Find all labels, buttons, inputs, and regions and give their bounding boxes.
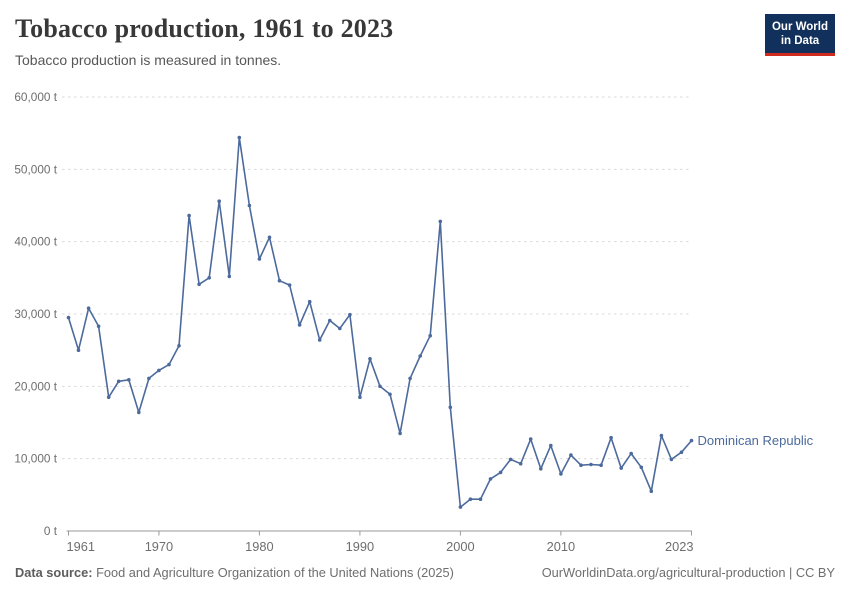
data-point[interactable] xyxy=(106,395,111,400)
data-point[interactable] xyxy=(408,376,412,381)
owid-logo[interactable]: Our World in Data xyxy=(765,14,835,56)
data-point[interactable] xyxy=(116,379,121,384)
data-point[interactable] xyxy=(609,435,613,440)
data-point[interactable] xyxy=(619,466,623,470)
y-axis-tick-label: 10,000 t xyxy=(14,452,57,466)
data-point[interactable] xyxy=(247,203,252,208)
y-axis-tick-label: 60,000 t xyxy=(14,90,57,104)
data-point[interactable] xyxy=(287,283,292,287)
data-point[interactable] xyxy=(197,282,201,287)
data-point[interactable] xyxy=(147,376,151,381)
y-axis-tick-label: 0 t xyxy=(44,524,58,538)
data-point[interactable] xyxy=(438,219,443,224)
data-point[interactable] xyxy=(237,135,242,140)
data-point[interactable] xyxy=(649,489,654,494)
page-subtitle: Tobacco production is measured in tonnes… xyxy=(15,52,282,68)
data-point[interactable] xyxy=(137,410,141,415)
x-axis-tick-label: 2023 xyxy=(665,539,693,554)
data-point[interactable] xyxy=(378,384,382,389)
x-axis-tick-label: 1980 xyxy=(245,539,273,554)
data-point[interactable] xyxy=(317,338,322,342)
owid-logo-line1: Our World xyxy=(771,21,828,33)
data-point[interactable] xyxy=(358,395,362,400)
data-point[interactable] xyxy=(177,344,181,348)
data-point[interactable] xyxy=(348,312,352,317)
series-markers[interactable] xyxy=(66,135,694,509)
data-point[interactable] xyxy=(629,451,633,456)
data-point[interactable] xyxy=(418,354,423,358)
data-point[interactable] xyxy=(338,326,342,331)
data-point[interactable] xyxy=(76,348,81,353)
x-axis-tick-label: 1990 xyxy=(346,539,374,554)
data-point[interactable] xyxy=(639,465,644,470)
y-axis-tick-label: 30,000 t xyxy=(14,307,57,321)
data-point[interactable] xyxy=(227,274,232,279)
data-point[interactable] xyxy=(368,357,372,361)
data-point[interactable] xyxy=(398,431,402,436)
data-point[interactable] xyxy=(599,463,603,468)
data-point[interactable] xyxy=(518,461,523,466)
data-point[interactable] xyxy=(508,457,513,462)
data-point[interactable] xyxy=(498,470,503,475)
chart-footer: Data source: Food and Agriculture Organi… xyxy=(15,565,835,580)
y-axis-tick-label: 40,000 t xyxy=(14,235,57,249)
data-point[interactable] xyxy=(328,318,332,323)
data-point[interactable] xyxy=(468,497,473,502)
x-axis-tick-label: 1961 xyxy=(67,539,95,554)
data-point[interactable] xyxy=(277,278,282,283)
data-point[interactable] xyxy=(307,299,312,304)
data-source-label: Data source: xyxy=(15,565,93,580)
data-point[interactable] xyxy=(549,443,553,448)
page-title: Tobacco production, 1961 to 2023 xyxy=(15,14,394,43)
data-point[interactable] xyxy=(167,362,171,367)
data-point[interactable] xyxy=(559,472,563,476)
data-point[interactable] xyxy=(679,450,684,455)
data-point[interactable] xyxy=(669,457,674,462)
owid-citation-link[interactable]: OurWorldinData.org/agricultural-producti… xyxy=(541,565,835,580)
data-point[interactable] xyxy=(579,463,583,468)
data-point[interactable] xyxy=(478,497,483,502)
data-point[interactable] xyxy=(187,213,191,218)
data-point[interactable] xyxy=(217,199,221,203)
data-point[interactable] xyxy=(528,437,533,441)
data-point[interactable] xyxy=(207,276,211,280)
series-line-dominican-republic[interactable] xyxy=(67,136,693,508)
data-point[interactable] xyxy=(589,462,593,467)
data-point[interactable] xyxy=(388,392,392,397)
x-axis-tick-label: 1970 xyxy=(145,539,173,554)
data-point[interactable] xyxy=(539,467,543,471)
data-point[interactable] xyxy=(127,378,131,382)
data-point[interactable] xyxy=(297,323,302,327)
data-point[interactable] xyxy=(448,405,453,410)
x-axis-tick-label: 2000 xyxy=(446,539,474,554)
owid-logo-line2: in Data xyxy=(780,35,820,48)
data-point[interactable] xyxy=(488,477,493,481)
data-point[interactable] xyxy=(428,333,433,338)
y-axis-tick-label: 20,000 t xyxy=(14,379,57,393)
data-point[interactable] xyxy=(569,453,573,457)
x-axis-tick-label: 2010 xyxy=(547,539,575,554)
data-point[interactable] xyxy=(257,257,262,261)
series-label[interactable]: Dominican Republic xyxy=(698,433,814,448)
data-point[interactable] xyxy=(86,306,91,311)
data-point[interactable] xyxy=(96,324,101,329)
data-source-note: Data source: Food and Agriculture Organi… xyxy=(15,565,454,580)
data-point[interactable] xyxy=(458,505,463,509)
data-point[interactable] xyxy=(689,438,694,443)
data-point[interactable] xyxy=(66,315,71,320)
y-axis-tick-label: 50,000 t xyxy=(14,162,57,176)
data-point[interactable] xyxy=(659,433,664,438)
data-source-text: Food and Agriculture Organization of the… xyxy=(92,565,454,580)
data-point[interactable] xyxy=(267,235,272,240)
data-point[interactable] xyxy=(157,368,161,373)
